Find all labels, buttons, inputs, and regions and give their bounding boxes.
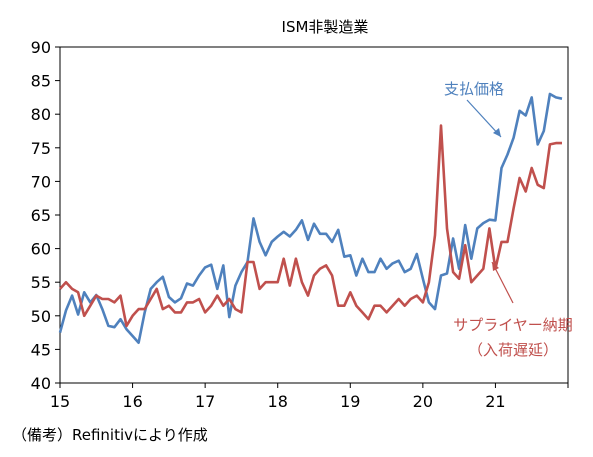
red-leader-arrow: [492, 262, 499, 271]
x-tick-label: 15: [50, 392, 70, 411]
x-tick-label: 19: [340, 392, 360, 411]
y-tick-label: 55: [31, 273, 51, 292]
y-axis: 40 45 50 55 60 65 70 75 80 85 90: [31, 38, 60, 393]
blue-series-label: 支払価格: [444, 80, 504, 98]
y-tick-label: 65: [31, 206, 51, 225]
x-tick-label: 20: [413, 392, 433, 411]
y-tick-label: 80: [31, 105, 51, 124]
y-tick-label: 90: [31, 38, 51, 57]
x-tick-label: 21: [485, 392, 505, 411]
x-tick-label: 16: [122, 392, 142, 411]
series-line-2: [59, 124, 562, 328]
series-layer: [58, 92, 563, 345]
x-tick-label: 17: [195, 392, 215, 411]
y-tick-label: 75: [31, 139, 51, 158]
y-tick-label: 45: [31, 340, 51, 359]
blue-leader-arrow: [493, 128, 501, 137]
x-axis: 15 16 17 18 19 20 21: [50, 383, 569, 411]
y-tick-label: 85: [31, 72, 51, 91]
blue-leader-line: [466, 99, 502, 138]
y-tick-label: 60: [31, 240, 51, 259]
footnote: （備考）Refinitivにより作成: [12, 426, 208, 444]
y-tick-label: 70: [31, 172, 51, 191]
red-series-label: サプライヤー納期: [453, 316, 573, 334]
series-line-1: [58, 92, 563, 345]
chart-title: ISM非製造業: [282, 18, 369, 36]
y-tick-label: 40: [31, 374, 51, 393]
x-tick-label: 18: [268, 392, 288, 411]
y-tick-label: 50: [31, 307, 51, 326]
red-series-label-line2: （入荷遅延）: [468, 341, 558, 359]
